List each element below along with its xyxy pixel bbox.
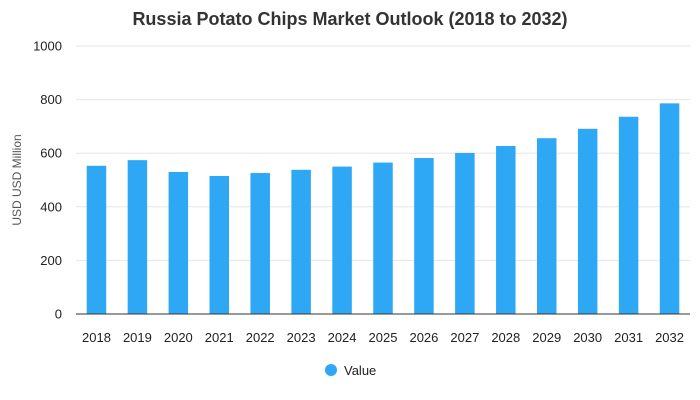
legend-swatch-value <box>325 364 337 376</box>
x-tick-label: 2026 <box>409 330 438 345</box>
y-tick-label: 600 <box>40 146 62 161</box>
x-tick-label: 2030 <box>573 330 602 345</box>
bar-2024 <box>332 166 352 314</box>
x-tick-label: 2020 <box>164 330 193 345</box>
x-tick-label: 2021 <box>205 330 234 345</box>
chart-title: Russia Potato Chips Market Outlook (2018… <box>132 9 567 29</box>
bar-2023 <box>291 169 311 314</box>
bar-2026 <box>414 158 434 314</box>
x-tick-label: 2024 <box>328 330 357 345</box>
bar-2025 <box>373 162 393 314</box>
x-tick-labels: 2018 2019 2020 2021 2022 2023 2024 2025 2026 2027… <box>82 330 684 345</box>
bar-2030 <box>577 128 598 314</box>
bar-2018 <box>86 165 107 314</box>
bar-2027 <box>455 152 475 314</box>
x-tick-label: 2027 <box>450 330 479 345</box>
x-tick-label: 2028 <box>491 330 520 345</box>
bars <box>86 103 680 315</box>
bar-2029 <box>536 138 557 314</box>
y-tick-labels: 0 200 400 600 800 1000 <box>33 39 62 322</box>
x-tick-label: 2019 <box>123 330 152 345</box>
bar-2019 <box>127 160 148 314</box>
bar-2032 <box>659 103 680 315</box>
bar-2031 <box>618 116 639 314</box>
y-tick-label: 400 <box>40 199 62 214</box>
x-tick-label: 2031 <box>614 330 643 345</box>
y-tick-label: 1000 <box>33 39 62 54</box>
x-tick-label: 2032 <box>655 330 684 345</box>
x-tick-label: 2022 <box>246 330 275 345</box>
y-axis-label: USD USD Million <box>10 134 24 225</box>
y-tick-label: 200 <box>40 253 62 268</box>
x-tick-label: 2025 <box>369 330 398 345</box>
bar-2021 <box>209 175 230 314</box>
x-tick-label: 2018 <box>82 330 111 345</box>
legend-label-value: Value <box>344 363 376 378</box>
legend: Value <box>325 363 376 378</box>
x-tick-label: 2023 <box>287 330 316 345</box>
bar-2022 <box>250 173 270 314</box>
y-tick-label: 0 <box>55 307 62 322</box>
bar-2020 <box>168 171 189 314</box>
bar-2028 <box>496 145 516 314</box>
x-tick-label: 2029 <box>532 330 561 345</box>
y-tick-label: 800 <box>40 92 62 107</box>
